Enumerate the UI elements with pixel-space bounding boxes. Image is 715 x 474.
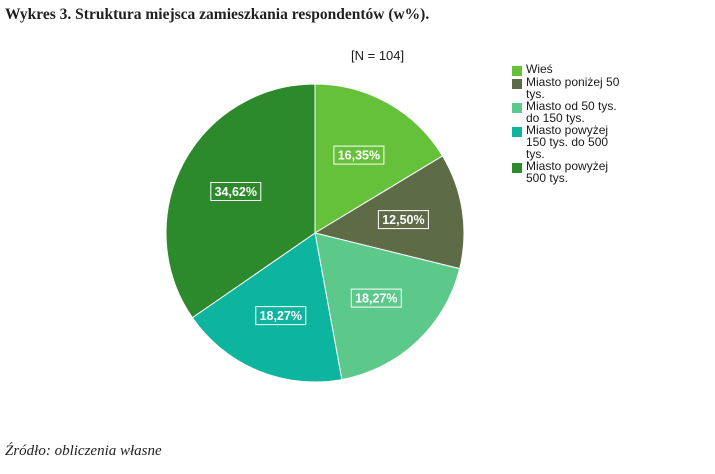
pie-slice-3 — [314, 232, 461, 381]
pie-slice-2 — [313, 155, 465, 270]
pie-slice-4 — [191, 232, 343, 383]
legend-label-4: Miasto powyżej 150 tys. do 500 tys. — [526, 123, 609, 161]
source-note: Źródło: obliczenia własne — [5, 443, 162, 459]
legend-swatch-4 — [512, 127, 522, 137]
data-label-3: 18,27% — [350, 288, 402, 308]
legend-label-2: Miasto poniżej 50 tys. — [526, 75, 620, 101]
data-label-1: 16,35% — [333, 145, 385, 165]
chart-title: Wykres 3. Struktura miejsca zamieszkania… — [5, 6, 430, 23]
legend-item-2: Miasto poniżej 50 tys. — [512, 76, 662, 100]
legend-item-4: Miasto powyżej 150 tys. do 500 tys. — [512, 124, 662, 160]
legend: Wieś Miasto poniżej 50 tys. Miasto od 50 ty… — [512, 63, 662, 184]
legend-swatch-5 — [512, 163, 522, 173]
data-label-5: 34,62% — [210, 182, 262, 201]
legend-swatch-2 — [512, 79, 522, 89]
data-label-2: 12,50% — [377, 210, 429, 230]
pie-slice-1 — [314, 83, 444, 234]
data-label-text-1: 16,35% — [338, 149, 380, 163]
data-label-4: 18,27% — [255, 306, 307, 326]
legend-label-3: Miasto od 50 tys. do 150 tys. — [526, 99, 617, 125]
legend-swatch-3 — [512, 103, 522, 113]
data-label-text-4: 18,27% — [260, 309, 302, 323]
legend-item-1: Wieś — [512, 63, 662, 76]
legend-swatch-1 — [512, 66, 522, 76]
legend-item-5: Miasto powyżej 500 tys. — [512, 160, 662, 184]
legend-label-5: Miasto powyżej 500 tys. — [526, 159, 609, 185]
data-label-text-3: 18,27% — [355, 292, 397, 306]
data-label-text-2: 12,50% — [382, 213, 424, 227]
legend-label-1: Wieś — [526, 62, 553, 76]
chart-subtitle: [N = 104] — [351, 48, 405, 63]
legend-item-3: Miasto od 50 tys. do 150 tys. — [512, 100, 662, 124]
data-label-text-5: 34,62% — [215, 185, 257, 199]
